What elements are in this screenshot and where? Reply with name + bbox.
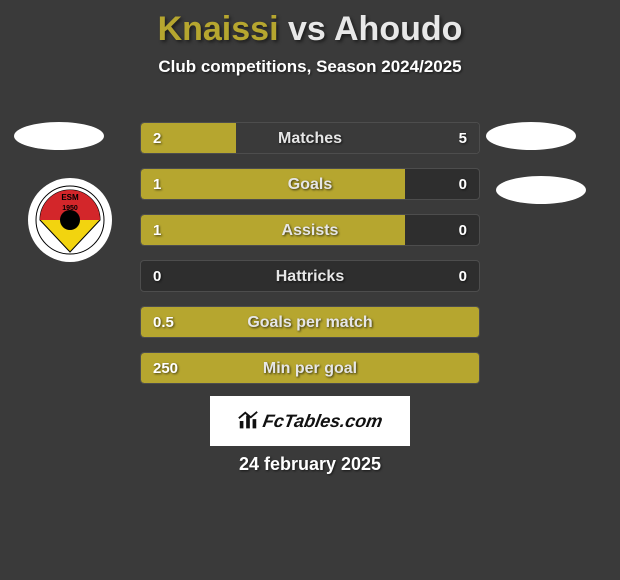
stat-row: 0.5Goals per match — [140, 306, 480, 338]
stat-row: 250Min per goal — [140, 352, 480, 384]
player2-name: Ahoudo — [334, 10, 462, 48]
vs-text: vs — [288, 10, 326, 48]
badge-year: 1950 — [62, 205, 78, 212]
stat-row: 10Goals — [140, 168, 480, 200]
brand-text: FcTables.com — [261, 411, 384, 432]
player1-top-placeholder — [14, 122, 104, 150]
player2-mid-placeholder — [496, 176, 586, 204]
brand-box: FcTables.com — [210, 396, 410, 446]
club-badge: ESM 1950 — [28, 178, 112, 262]
stat-label: Goals — [141, 169, 479, 200]
stats-container: 25Matches 10Goals 10Assists 00Hattricks 0.5G… — [140, 122, 480, 398]
stat-label: Assists — [141, 215, 479, 246]
club-badge-icon: ESM 1950 — [34, 184, 106, 256]
chart-icon — [237, 410, 259, 432]
comparison-title: Knaissi vs Ahoudo — [0, 0, 620, 49]
stat-row: 10Assists — [140, 214, 480, 246]
subtitle: Club competitions, Season 2024/2025 — [0, 57, 620, 77]
stat-label: Min per goal — [141, 353, 479, 384]
badge-label: ESM — [61, 193, 79, 202]
stat-label: Hattricks — [141, 261, 479, 292]
date-text: 24 february 2025 — [0, 454, 620, 475]
stat-row: 25Matches — [140, 122, 480, 154]
player2-top-placeholder — [486, 122, 576, 150]
stat-label: Matches — [141, 123, 479, 154]
stat-label: Goals per match — [141, 307, 479, 338]
player1-name: Knaissi — [158, 10, 279, 48]
stat-row: 00Hattricks — [140, 260, 480, 292]
